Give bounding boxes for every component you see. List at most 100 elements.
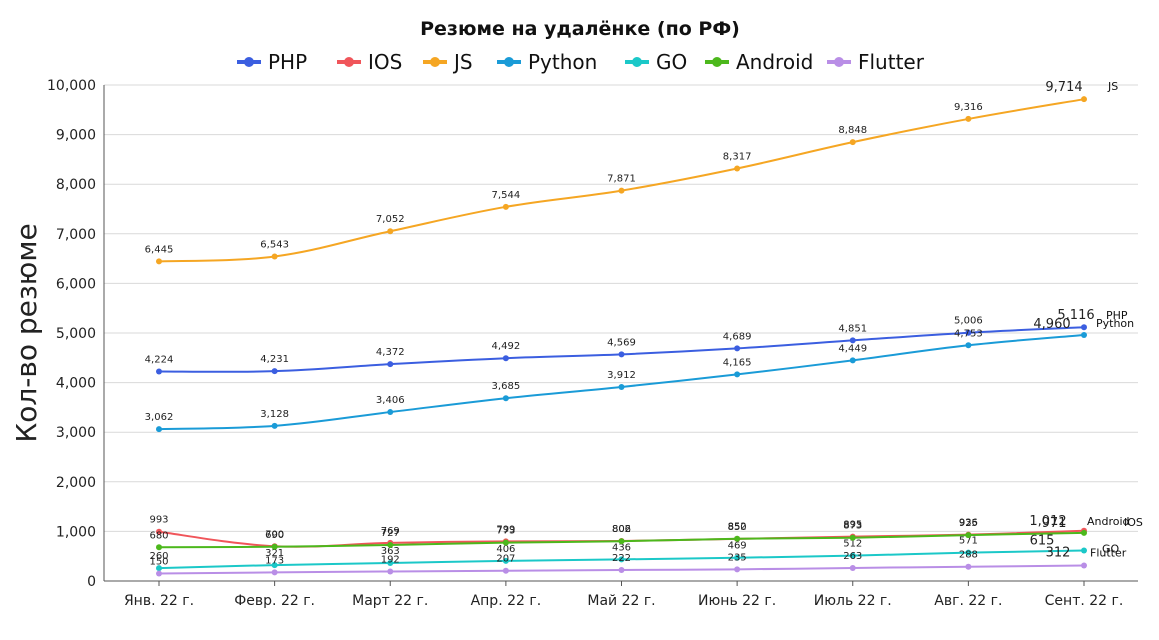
data-point[interactable]	[965, 342, 972, 349]
data-point[interactable]	[1081, 324, 1087, 331]
data-point[interactable]	[271, 569, 278, 576]
data-point[interactable]	[156, 368, 162, 375]
data-point[interactable]	[849, 139, 856, 146]
data-point[interactable]	[734, 566, 741, 573]
series-android: 680 690 727 773 802 852 873 925 971 Android	[149, 515, 1130, 551]
data-point[interactable]	[965, 549, 972, 556]
legend-item-js[interactable]: JS	[423, 50, 473, 74]
data-point[interactable]	[271, 368, 278, 375]
data-label: 700	[265, 529, 284, 540]
legend-item-flutter[interactable]: Flutter	[827, 50, 925, 74]
legend-item-go[interactable]: GO	[625, 50, 687, 74]
data-point[interactable]	[618, 566, 625, 573]
data-point[interactable]	[849, 357, 856, 364]
data-point[interactable]	[1081, 331, 1087, 338]
data-point[interactable]	[387, 361, 394, 368]
data-point[interactable]	[156, 426, 162, 433]
legend-label: IOS	[368, 50, 402, 74]
data-point[interactable]	[502, 557, 509, 564]
data-point[interactable]	[387, 541, 394, 548]
data-point[interactable]	[271, 543, 278, 550]
x-tick-label: Авг. 22 г.	[934, 593, 1002, 609]
data-point[interactable]	[387, 568, 394, 575]
data-label: 806	[612, 524, 631, 535]
series-end-label: JS	[1107, 80, 1118, 93]
data-point[interactable]	[965, 532, 972, 539]
series-flutter: 150 173 192 207 222 235 263 288 312 Flutter	[149, 546, 1127, 577]
data-label: 4,492	[492, 341, 521, 352]
data-point[interactable]	[387, 559, 394, 566]
data-point[interactable]	[618, 538, 625, 545]
x-tick-label: Февр. 22 г.	[234, 593, 315, 609]
data-point[interactable]	[849, 534, 856, 541]
data-label: 235	[728, 552, 747, 563]
legend-item-php[interactable]: PHP	[237, 50, 307, 74]
data-label: 469	[728, 541, 747, 552]
data-label: 7,871	[607, 174, 636, 185]
data-label: 3,912	[607, 370, 636, 381]
data-point[interactable]	[156, 258, 162, 265]
data-point[interactable]	[849, 337, 856, 344]
data-point[interactable]	[734, 165, 741, 172]
x-tick-label: Июнь 22 г.	[698, 593, 776, 609]
data-point[interactable]	[502, 395, 509, 402]
data-point[interactable]	[734, 345, 741, 352]
data-point[interactable]	[502, 539, 509, 546]
data-point[interactable]	[734, 371, 741, 378]
data-point[interactable]	[618, 556, 625, 563]
data-point[interactable]	[849, 564, 856, 571]
data-label: 3,685	[492, 381, 521, 392]
data-point[interactable]	[387, 228, 394, 235]
chart-title: Резюме на удалёнке (по РФ)	[420, 18, 740, 40]
data-point[interactable]	[502, 567, 509, 574]
data-label: 9,316	[954, 102, 983, 113]
data-point[interactable]	[1081, 547, 1087, 554]
series-end-label: Android	[1087, 515, 1130, 528]
y-tick-label: 3,000	[56, 425, 96, 441]
data-point[interactable]	[156, 544, 162, 551]
y-tick-label: 9,000	[56, 128, 96, 144]
data-label: 512	[843, 539, 862, 550]
data-point[interactable]	[271, 253, 278, 260]
data-point[interactable]	[965, 115, 972, 122]
y-tick-label: 7,000	[56, 227, 96, 243]
y-axis-label: Кол-во резюме	[10, 223, 43, 442]
x-tick-label: Апр. 22 г.	[471, 593, 542, 609]
legend-item-ios[interactable]: IOS	[337, 50, 402, 74]
data-point[interactable]	[502, 355, 509, 362]
data-point[interactable]	[849, 552, 856, 559]
data-point[interactable]	[618, 187, 625, 194]
data-point[interactable]	[387, 409, 394, 416]
data-point[interactable]	[271, 562, 278, 569]
data-label: 971	[1042, 516, 1067, 531]
data-point[interactable]	[1081, 562, 1087, 569]
data-label: 4,372	[376, 347, 405, 358]
data-label: 4,231	[260, 354, 289, 365]
data-point[interactable]	[965, 563, 972, 570]
data-label: 690	[265, 530, 284, 541]
data-point[interactable]	[156, 528, 162, 535]
legend-label: Python	[528, 50, 597, 74]
data-label: 936	[959, 518, 978, 529]
x-tick-label: Июль 22 г.	[814, 593, 892, 609]
legend-marker	[834, 57, 844, 67]
data-point[interactable]	[618, 383, 625, 390]
data-point[interactable]	[1081, 529, 1087, 536]
data-point[interactable]	[156, 570, 162, 577]
data-point[interactable]	[502, 203, 509, 210]
data-point[interactable]	[156, 565, 162, 572]
data-label: 680	[149, 530, 168, 541]
data-label: 363	[381, 546, 400, 557]
data-point[interactable]	[734, 535, 741, 542]
data-point[interactable]	[965, 329, 972, 336]
data-point[interactable]	[734, 554, 741, 561]
series-js: 6,445 6,543 7,052 7,544 7,871 8,317 8,848 9,316…	[145, 80, 1118, 265]
legend-item-android[interactable]: Android	[705, 50, 813, 74]
series-group: 4,224 4,231 4,372 4,492 4,569 4,689 4,851 5,006…	[145, 80, 1143, 577]
data-point[interactable]	[271, 422, 278, 429]
y-tick-label: 8,000	[56, 177, 96, 193]
data-point[interactable]	[1081, 96, 1087, 103]
data-point[interactable]	[618, 351, 625, 358]
legend-item-python[interactable]: Python	[497, 50, 597, 74]
data-label: 6,445	[145, 244, 174, 255]
